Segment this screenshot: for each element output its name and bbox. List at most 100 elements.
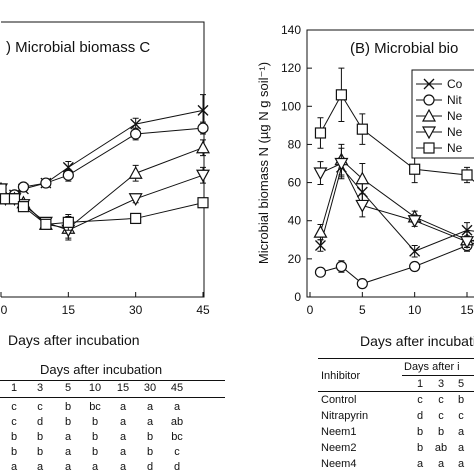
panel-a-point — [62, 169, 74, 181]
panel-b-y-axis-label: Microbial biomass N (µg N g soil⁻¹) — [256, 62, 271, 264]
table-a-cell: b — [64, 401, 72, 413]
table-a-cell: a — [146, 416, 154, 428]
table-b-row-label: Neem1 — [321, 426, 357, 438]
panel-b-point — [334, 157, 349, 171]
panel-a-point — [130, 128, 142, 140]
panel-b-legend-label: Co — [447, 77, 463, 91]
table-a-cell: b — [146, 446, 154, 458]
panel-b-legend-label: Nit — [447, 93, 462, 107]
panel-a-point — [197, 122, 209, 134]
panel-b-legend-marker — [421, 126, 437, 140]
panel-b-point — [409, 260, 421, 273]
panel-b-y-tick-label: 100 — [281, 99, 301, 113]
panel-b-frame — [306, 29, 474, 298]
panel-a-chart: ) Microbial biomass C Days after incubat… — [0, 21, 211, 348]
table-a-cell: a — [146, 401, 154, 413]
table-b-cell: c — [438, 394, 444, 406]
table-a-cell: a — [64, 446, 72, 458]
table-b-day-header: 3 — [437, 378, 445, 390]
table-a-cell: ab — [170, 416, 184, 428]
panel-a-series-square — [0, 183, 209, 231]
table-b-rule-header — [318, 391, 474, 392]
panel-a-point — [17, 181, 30, 193]
panel-a-axes: 0 15 30 45 — [0, 21, 210, 317]
panel-a-series-line — [0, 127, 204, 200]
panel-b-series-tri-down — [313, 147, 474, 249]
panel-b-legend-label: Ne — [447, 109, 463, 123]
table-b-cell: ab — [434, 442, 448, 454]
table-b-row-label: Nitrapyrin — [321, 410, 369, 422]
table-a-cell: a — [10, 461, 18, 473]
panel-b-point — [314, 127, 327, 139]
panel-a-point — [62, 216, 74, 228]
table-b-cell: a — [457, 442, 465, 454]
panel-b-point — [459, 236, 474, 249]
table-b-cell: a — [457, 426, 465, 438]
panel-a-point — [197, 104, 209, 116]
panel-b-y-tick-label: 20 — [288, 252, 302, 266]
table-a-cell: a — [119, 446, 127, 458]
table-a-cell: d — [173, 461, 181, 473]
table-b-title: Days after i — [404, 361, 460, 373]
panel-a-point — [195, 169, 211, 183]
panel-b-point — [313, 167, 328, 181]
panel-b-legend-marker — [421, 108, 437, 122]
table-a-day-header: 1 — [10, 382, 18, 394]
panel-a-series-line — [0, 174, 204, 231]
panel-a-point — [128, 165, 143, 179]
table-b-rule-sub — [402, 375, 474, 376]
panel-a-x-axis-label: Days after incubation — [8, 332, 140, 348]
table-a-cell: a — [119, 431, 127, 443]
panel-b-series-square — [314, 67, 474, 184]
table-b-row-label: Neem2 — [321, 442, 357, 454]
panel-a-title: ) Microbial biomass C — [6, 39, 150, 56]
panel-a-point — [8, 193, 21, 205]
panel-a-point — [130, 212, 142, 225]
table-a-cell: a — [119, 401, 127, 413]
panel-b-legend-marker — [423, 142, 435, 154]
table-a-cell: b — [36, 431, 44, 443]
panel-b-series-line — [320, 242, 474, 285]
panel-b-legend: Co Nit Ne Ne Ne — [411, 69, 474, 159]
panel-b-legend-label: Ne — [447, 125, 463, 139]
panel-b-series-line — [320, 162, 474, 243]
panel-b-title: (B) Microbial bio — [350, 40, 458, 57]
table-a-cell: a — [173, 401, 181, 413]
panel-b-x-axis-label: Days after incubation — [360, 333, 474, 349]
panel-b-legend-marker — [423, 94, 435, 106]
panel-b-point — [461, 169, 473, 181]
panel-b-point — [407, 215, 422, 228]
panel-a-point — [17, 201, 30, 213]
panel-b-series-line — [320, 93, 474, 182]
table-b: Inhibitor Days after i 13510ControlccbcN… — [318, 358, 474, 474]
table-b-cell: b — [416, 426, 424, 438]
panel-b-chart: (B) Microbial bio Days after incubation … — [256, 23, 474, 349]
panel-b-x-tick-label: 15 — [460, 303, 474, 317]
table-b-day-header: 1 — [416, 378, 424, 390]
table-a-cell: c — [174, 446, 180, 458]
table-a-rule-top — [0, 380, 225, 381]
panel-b-point — [355, 171, 370, 185]
panel-b-legend-marker — [423, 78, 435, 90]
table-a-title: Days after incubation — [40, 362, 163, 377]
panel-b-point — [335, 89, 347, 101]
table-a-cell: d — [146, 461, 154, 473]
table-b-cell: d — [416, 410, 424, 422]
panel-b-y-tick-label: 140 — [281, 23, 301, 37]
panel-a-x-tick-label: 15 — [62, 303, 76, 317]
panel-a-series-tri-down — [0, 166, 211, 239]
table-b-cell: a — [437, 458, 445, 470]
table-a-cell: a — [91, 461, 99, 473]
table-a-day-header: 45 — [170, 382, 184, 394]
panel-b-x-tick-label: 5 — [359, 303, 366, 317]
table-a-cell: bc — [89, 401, 101, 413]
table-a-cell: b — [64, 416, 72, 428]
table-a-cell: b — [10, 431, 18, 443]
panel-b-y-tick-label: 0 — [294, 290, 301, 304]
panel-b-series-line — [319, 166, 474, 252]
panel-a-point — [197, 197, 209, 209]
panel-a-series-line — [0, 147, 204, 229]
panel-b-y-tick-label: 60 — [288, 176, 302, 190]
table-a-cell: c — [11, 401, 17, 413]
